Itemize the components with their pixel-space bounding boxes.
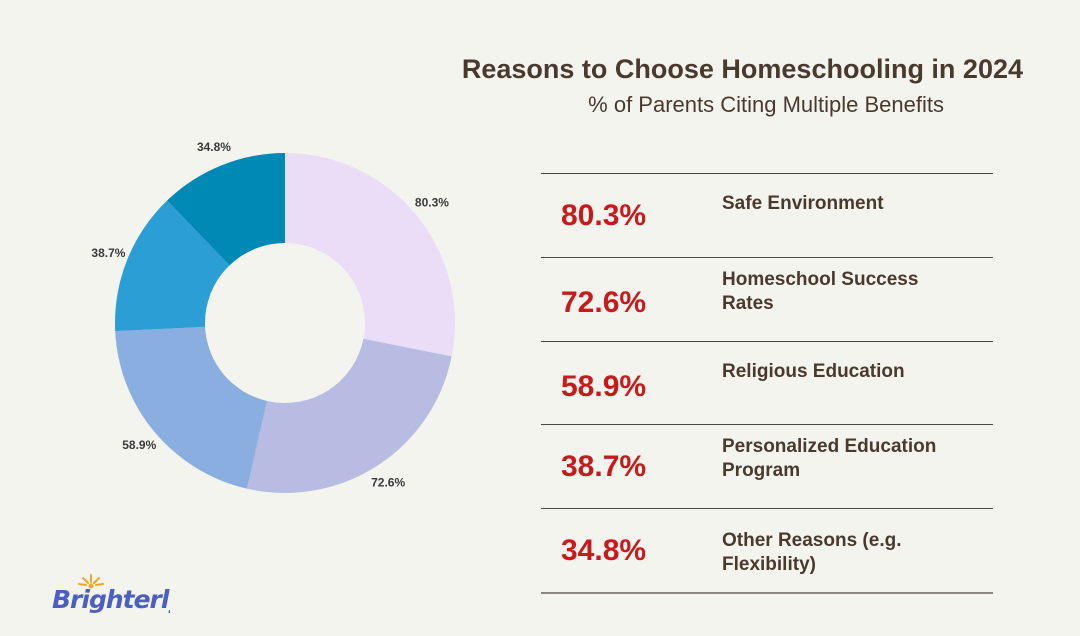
row-value: 38.7% (561, 450, 647, 483)
table-row: 72.6% Homeschool Success Rates (541, 257, 993, 341)
table-row: 80.3% Safe Environment (541, 173, 993, 257)
data-label: 72.6% (371, 476, 405, 490)
table-row: 58.9% Religious Education (541, 341, 993, 425)
row-value: 34.8% (561, 534, 647, 567)
donut-slice (115, 326, 268, 489)
data-label: 34.8% (197, 140, 231, 154)
row-label: Religious Education (722, 361, 905, 382)
donut-slice (115, 200, 230, 332)
row-label: Personalized Education Program (722, 436, 937, 481)
row-value: 80.3% (561, 199, 647, 232)
table-row: 34.8% Other Reasons (e.g. Flexibility) (541, 508, 993, 594)
row-label: Other Reasons (e.g. Flexibility) (722, 530, 902, 575)
table-row: 38.7% Personalized Education Program (541, 424, 993, 508)
brighterly-logo: Brighterly (52, 574, 170, 614)
donut-slice (246, 338, 452, 493)
chart-title: Reasons to Choose Homeschooling in 2024 (461, 54, 1023, 84)
row-value: 58.9% (561, 370, 647, 403)
sun-icon (78, 574, 104, 586)
svg-text:Brighterly: Brighterly (52, 585, 170, 614)
row-label: Homeschool Success Rates (722, 269, 919, 314)
data-label: 80.3% (415, 196, 449, 210)
row-label: Safe Environment (722, 193, 884, 214)
donut-chart: 80.3% 72.6% 58.9% 38.7% 34.8% (91, 140, 455, 493)
donut-slice (285, 153, 455, 357)
data-label: 58.9% (122, 438, 156, 452)
donut-slice (167, 153, 285, 266)
data-label: 38.7% (91, 246, 125, 260)
row-value: 72.6% (561, 286, 647, 319)
chart-subtitle: % of Parents Citing Multiple Benefits (588, 92, 944, 117)
